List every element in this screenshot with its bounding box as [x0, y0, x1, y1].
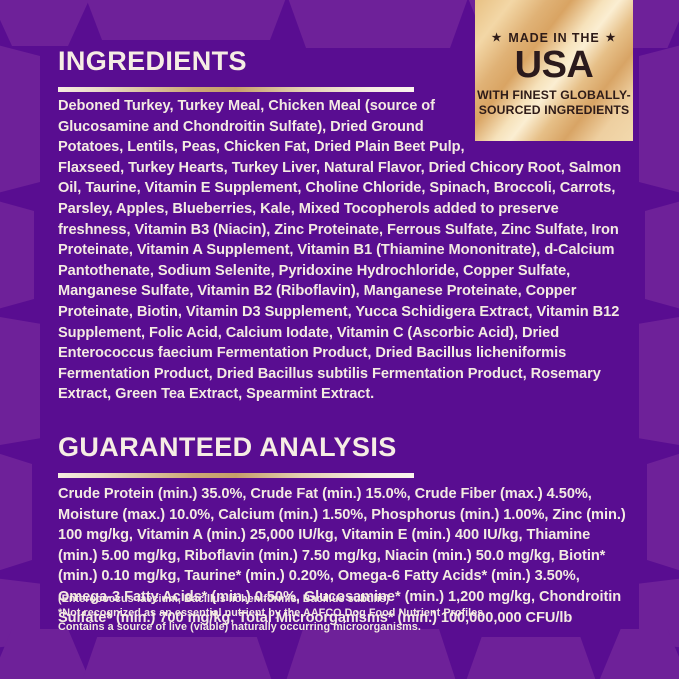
- ingredients-text: Deboned Turkey, Turkey Meal, Chicken Mea…: [58, 98, 622, 403]
- guaranteed-analysis-section-header: GUARANTEED ANALYSIS: [58, 434, 414, 478]
- badge-subline-2: SOURCED INGREDIENTS: [478, 102, 630, 117]
- badge-line1-label: MADE IN THE: [508, 31, 600, 46]
- guaranteed-analysis-footnotes: (Enterococcus faecium, Bacillus lichenif…: [58, 592, 618, 635]
- ingredients-section-header: INGREDIENTS: [58, 48, 414, 92]
- guaranteed-analysis-title: GUARANTEED ANALYSIS: [58, 432, 397, 462]
- footnote-aafco: *Not recognized as an essential nutrient…: [58, 607, 484, 620]
- guaranteed-analysis-text: Crude Protein (min.) 35.0%, Crude Fat (m…: [58, 486, 626, 626]
- ingredients-divider: [58, 87, 414, 92]
- badge-text-wrap-spacer: [478, 96, 634, 150]
- badge-subline: WITH FINEST GLOBALLY- SOURCED INGREDIENT…: [477, 88, 631, 118]
- footnote-microorganisms: (Enterococcus faecium, Bacillus lichenif…: [58, 593, 390, 605]
- ingredients-body: Deboned Turkey, Turkey Meal, Chicken Mea…: [58, 96, 634, 405]
- guaranteed-analysis-body: Crude Protein (min.) 35.0%, Crude Fat (m…: [58, 484, 628, 628]
- footnote-live-cultures: Contains a source of live (viable) natur…: [58, 621, 421, 634]
- badge-usa-headline: USA: [514, 44, 594, 87]
- ingredients-title: INGREDIENTS: [58, 46, 247, 76]
- star-icon: ★: [605, 31, 617, 44]
- badge-made-in-the-line: ★ MADE IN THE ★: [492, 31, 617, 45]
- badge-subline-1: WITH FINEST GLOBALLY-: [477, 88, 631, 102]
- star-icon: ★: [491, 31, 503, 44]
- made-in-usa-badge: ★ MADE IN THE ★ USA WITH FINEST GLOBALLY…: [475, 0, 633, 141]
- guaranteed-analysis-divider: [58, 473, 414, 478]
